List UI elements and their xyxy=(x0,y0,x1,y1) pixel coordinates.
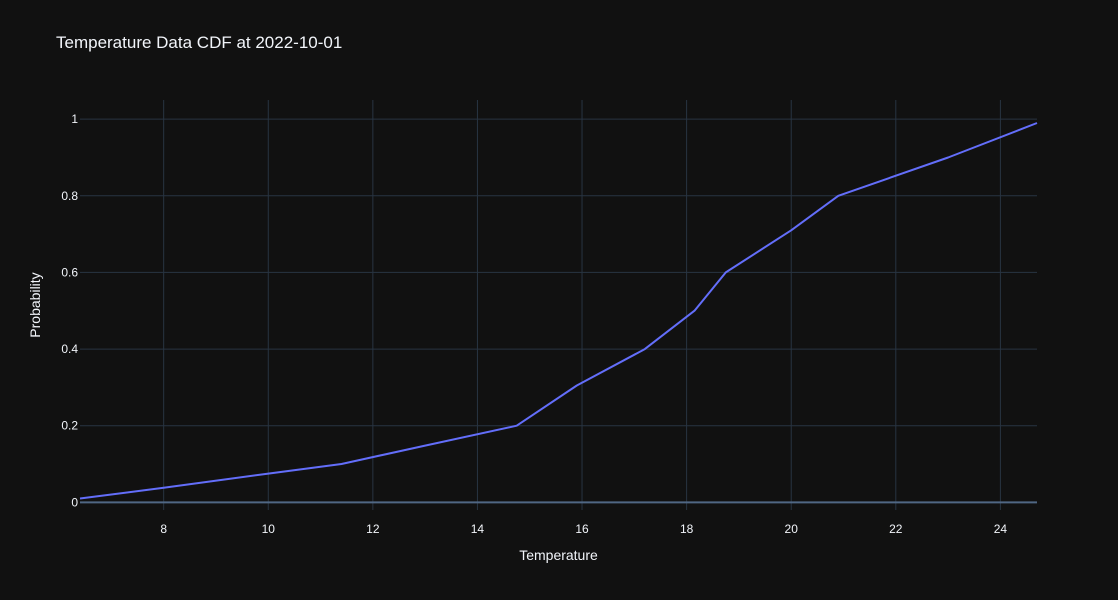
x-tick-label: 20 xyxy=(785,522,799,536)
x-tick-label: 16 xyxy=(575,522,589,536)
x-tick-label: 12 xyxy=(366,522,380,536)
x-tick-label: 14 xyxy=(471,522,485,536)
y-tick-label: 0.2 xyxy=(61,419,78,433)
x-tick-label: 8 xyxy=(160,522,167,536)
y-tick-label: 0.6 xyxy=(61,265,78,279)
x-axis-label: Temperature xyxy=(519,547,598,563)
y-tick-label: 0.8 xyxy=(61,189,78,203)
chart-title: Temperature Data CDF at 2022-10-01 xyxy=(56,33,343,52)
x-tick-label: 18 xyxy=(680,522,694,536)
x-tick-label: 24 xyxy=(994,522,1008,536)
y-tick-label: 1 xyxy=(71,112,78,126)
x-tick-label: 22 xyxy=(889,522,903,536)
grid-layer xyxy=(80,100,1037,510)
series-layer xyxy=(79,122,1038,500)
tick-layer: 8 10 12 14 16 18 20 22 24 0 0.2 0.4 0.6 0.8 1 xyxy=(61,112,1007,536)
y-tick-label: 0.4 xyxy=(61,342,78,356)
x-tick-label: 10 xyxy=(262,522,276,536)
cdf-series-line xyxy=(79,122,1038,500)
y-axis-label: Probability xyxy=(27,272,43,337)
y-tick-label: 0 xyxy=(71,495,78,509)
